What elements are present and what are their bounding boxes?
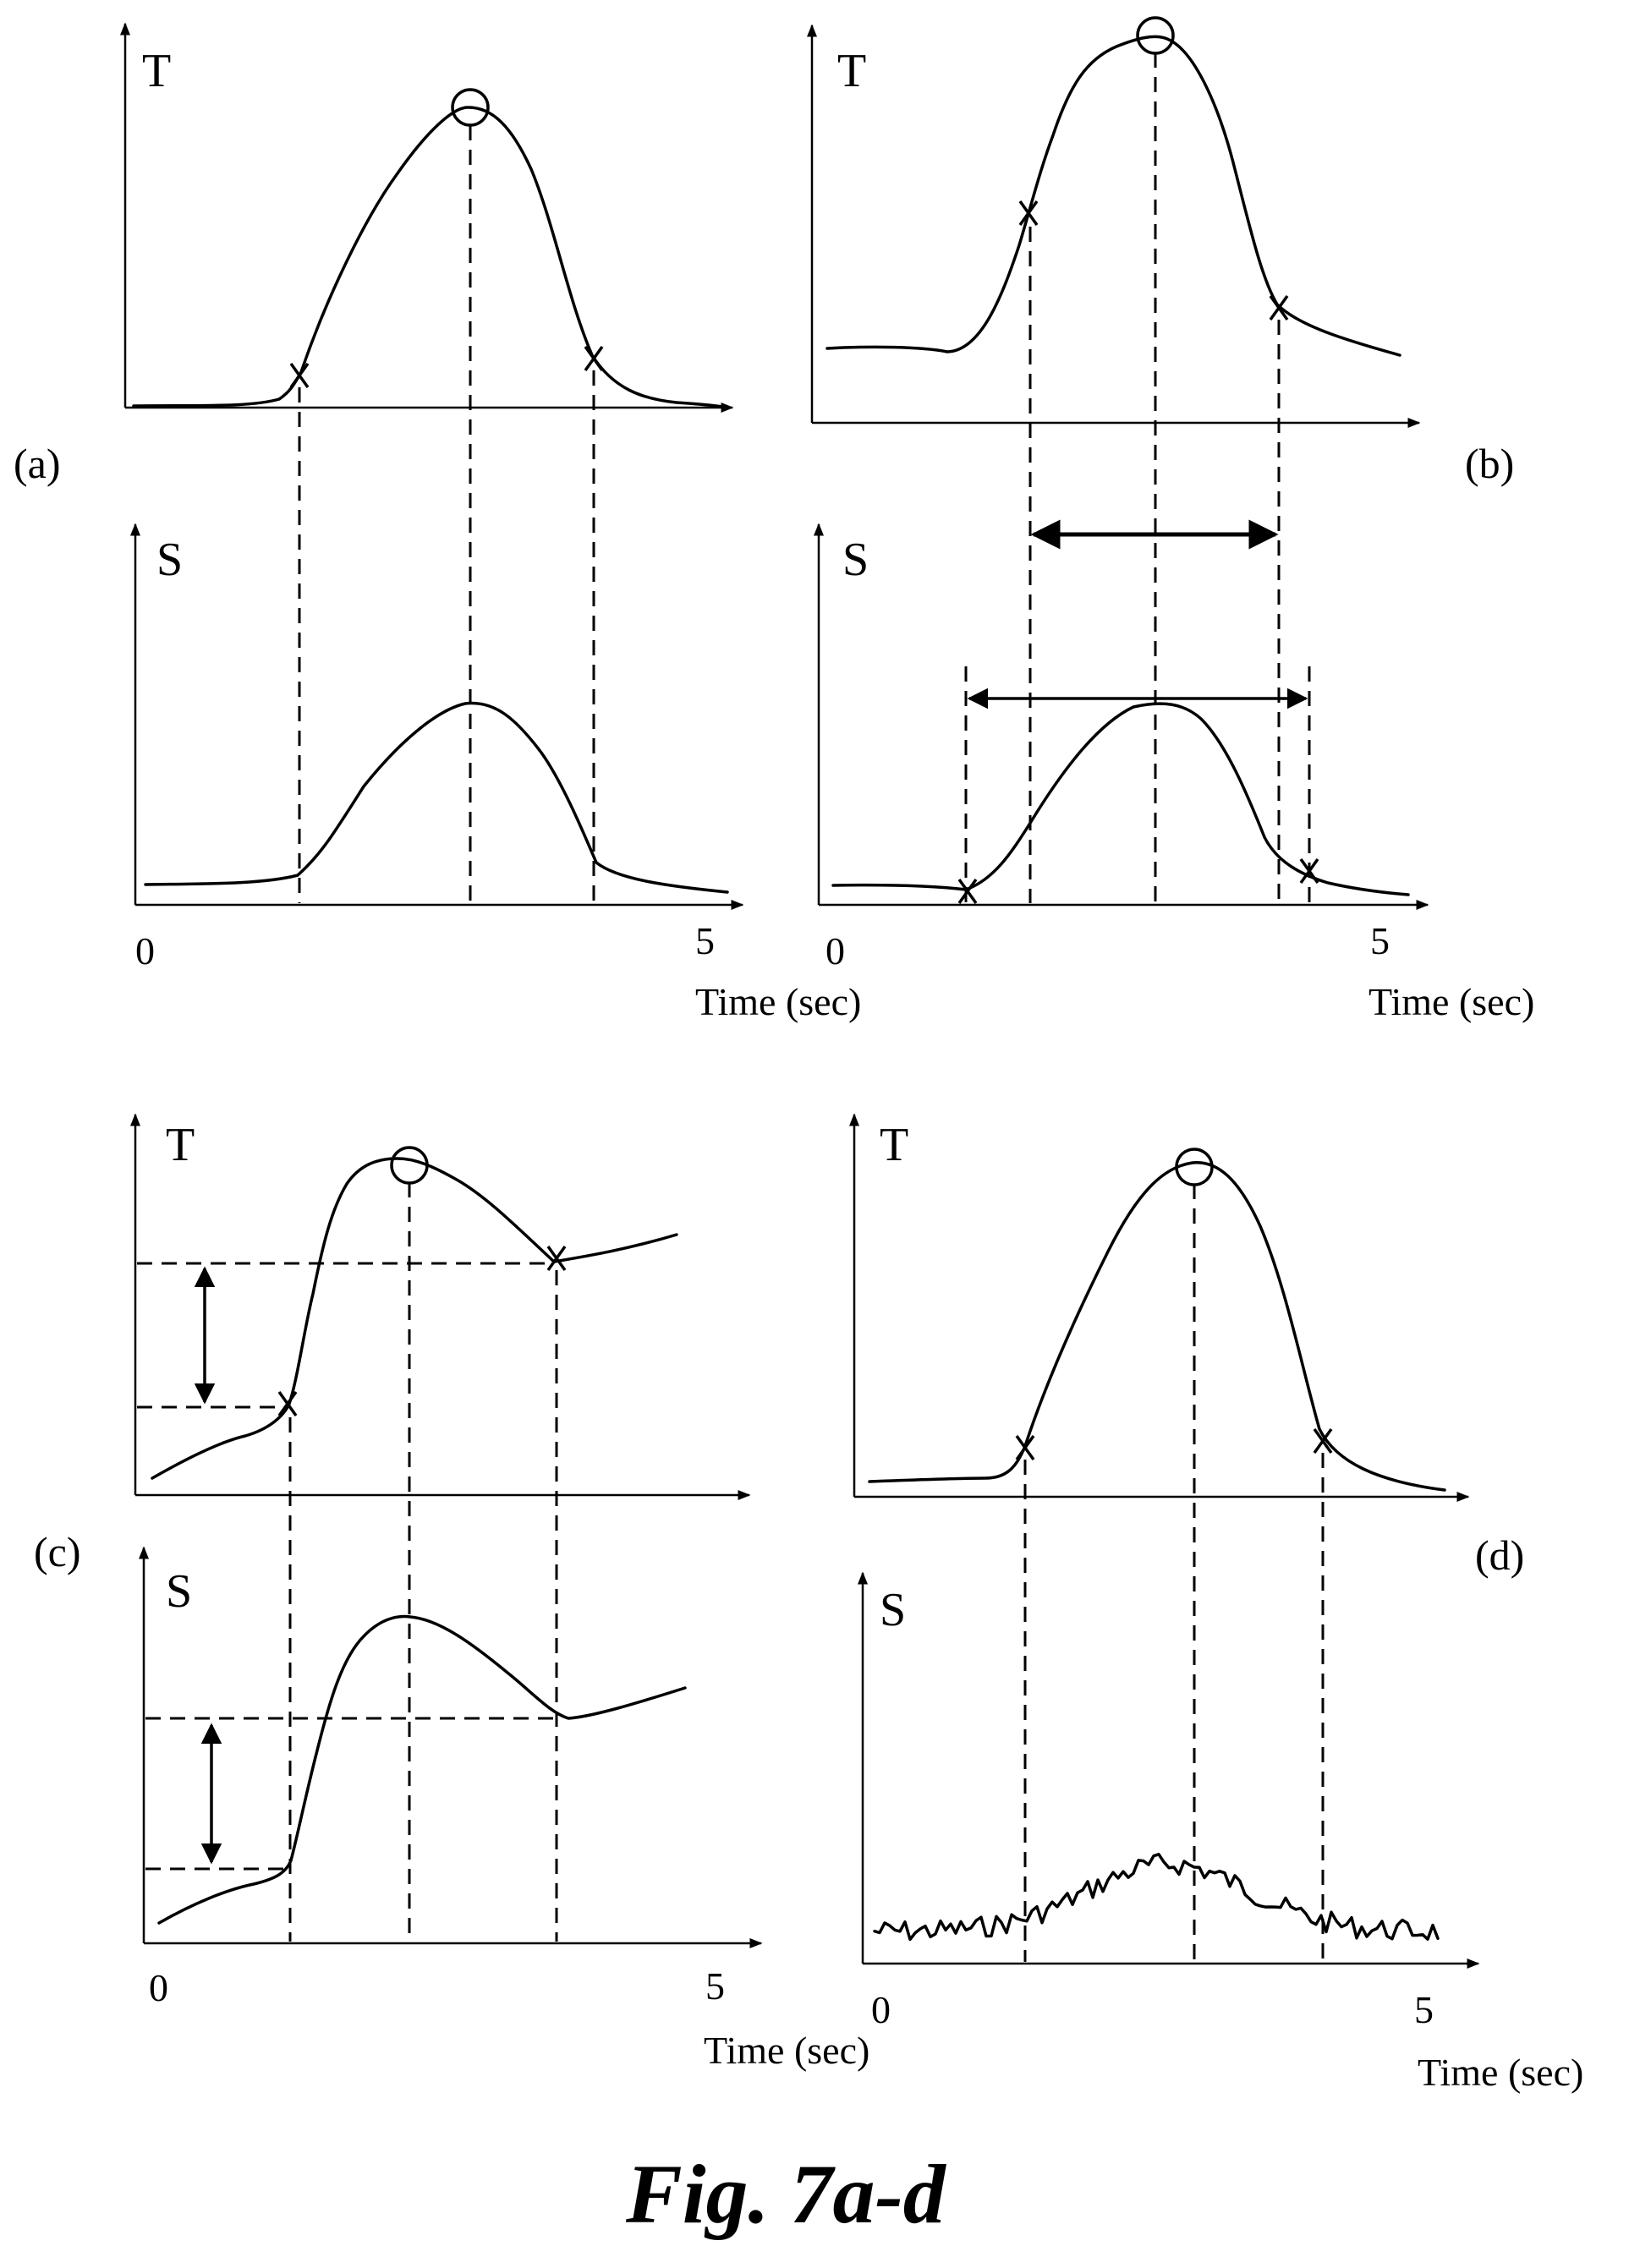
panel-c-x-tick-start: 0 bbox=[149, 1966, 168, 2009]
panel-b-t-axis-label: T bbox=[837, 45, 866, 97]
panel-a-t-offset-x-marker bbox=[584, 345, 604, 372]
panel-c-t-plot: T bbox=[130, 1113, 751, 1500]
panel-b-s-curve bbox=[831, 702, 1410, 896]
panel-b-s-onset-x-marker bbox=[957, 878, 978, 905]
panel-b-t-offset-x-marker bbox=[1269, 294, 1289, 321]
panel-c-t-peak-marker bbox=[390, 1146, 429, 1185]
figure-caption: Fig. 7a-d bbox=[625, 2147, 947, 2241]
panel-d-t-peak-marker bbox=[1175, 1148, 1214, 1186]
panel-d-x-tick-end: 5 bbox=[1414, 1988, 1434, 2031]
panel-d-tag: (d) bbox=[1475, 1531, 1524, 1579]
panel-c-tag: (c) bbox=[34, 1528, 81, 1575]
panel-a-s-axis-label: S bbox=[156, 534, 183, 586]
panel-a-x-tick-start: 0 bbox=[135, 929, 155, 972]
panel-d-t-onset-x-marker bbox=[1015, 1434, 1035, 1461]
panel-b-t-plot: T bbox=[807, 16, 1421, 428]
panel-c-s-curve bbox=[157, 1614, 687, 1925]
panel-a-s-curve bbox=[144, 701, 729, 894]
panel-d-s-plot: S bbox=[858, 1571, 1480, 1969]
panel-b-x-axis-title: Time (sec) bbox=[1368, 980, 1534, 1023]
panel-b-t-onset-x-marker bbox=[1018, 200, 1039, 227]
panel-c-x-tick-end: 5 bbox=[705, 1964, 725, 2008]
panel-b-x-tick-end: 5 bbox=[1370, 919, 1390, 962]
panel-a-tag: (a) bbox=[14, 440, 61, 487]
panel-d-t-axis-label: T bbox=[880, 1119, 908, 1171]
panel-a: T (a) S 0 5 Time (sec) bbox=[14, 22, 861, 1023]
panel-b-t-curve bbox=[825, 35, 1401, 357]
panel-c: T (c) S 0 5 Time (sec) bbox=[34, 1113, 869, 2072]
panel-a-t-plot: T bbox=[120, 22, 734, 413]
panel-a-t-onset-x-marker bbox=[289, 362, 310, 389]
panel-d-t-offset-x-marker bbox=[1313, 1427, 1333, 1454]
panel-c-x-axis-title: Time (sec) bbox=[704, 2029, 869, 2072]
panel-a-x-axis-title: Time (sec) bbox=[695, 980, 861, 1023]
panel-c-t-onset-x-marker bbox=[277, 1390, 298, 1417]
panel-d-t-curve bbox=[868, 1161, 1446, 1492]
panel-d-t-plot: T bbox=[849, 1113, 1470, 1502]
panel-b-x-tick-start: 0 bbox=[825, 929, 845, 972]
panel-b: T (b) S 0 bbox=[807, 16, 1534, 1023]
panel-d-x-tick-start: 0 bbox=[871, 1988, 891, 2031]
panel-c-t-offset-x-marker bbox=[546, 1245, 567, 1272]
panel-d-x-axis-title: Time (sec) bbox=[1418, 2051, 1583, 2094]
panel-a-s-plot: S bbox=[130, 523, 744, 910]
panel-c-s-axis-label: S bbox=[166, 1565, 192, 1618]
panel-d-s-noisy-curve bbox=[873, 1853, 1440, 1942]
panel-c-t-axis-label: T bbox=[166, 1119, 195, 1171]
panel-b-s-plot: S bbox=[814, 523, 1429, 910]
panel-a-t-curve bbox=[132, 106, 729, 409]
panel-c-t-curve bbox=[151, 1157, 678, 1480]
panel-d: T (d) S 0 5 Time (sec) bbox=[849, 1113, 1583, 2094]
panel-b-s-axis-label: S bbox=[842, 534, 869, 586]
panel-a-x-tick-end: 5 bbox=[695, 919, 715, 962]
panel-d-s-axis-label: S bbox=[880, 1584, 906, 1636]
panel-b-tag: (b) bbox=[1465, 440, 1514, 487]
panel-a-t-axis-label: T bbox=[142, 45, 171, 97]
panel-c-s-plot: S bbox=[139, 1546, 763, 1948]
